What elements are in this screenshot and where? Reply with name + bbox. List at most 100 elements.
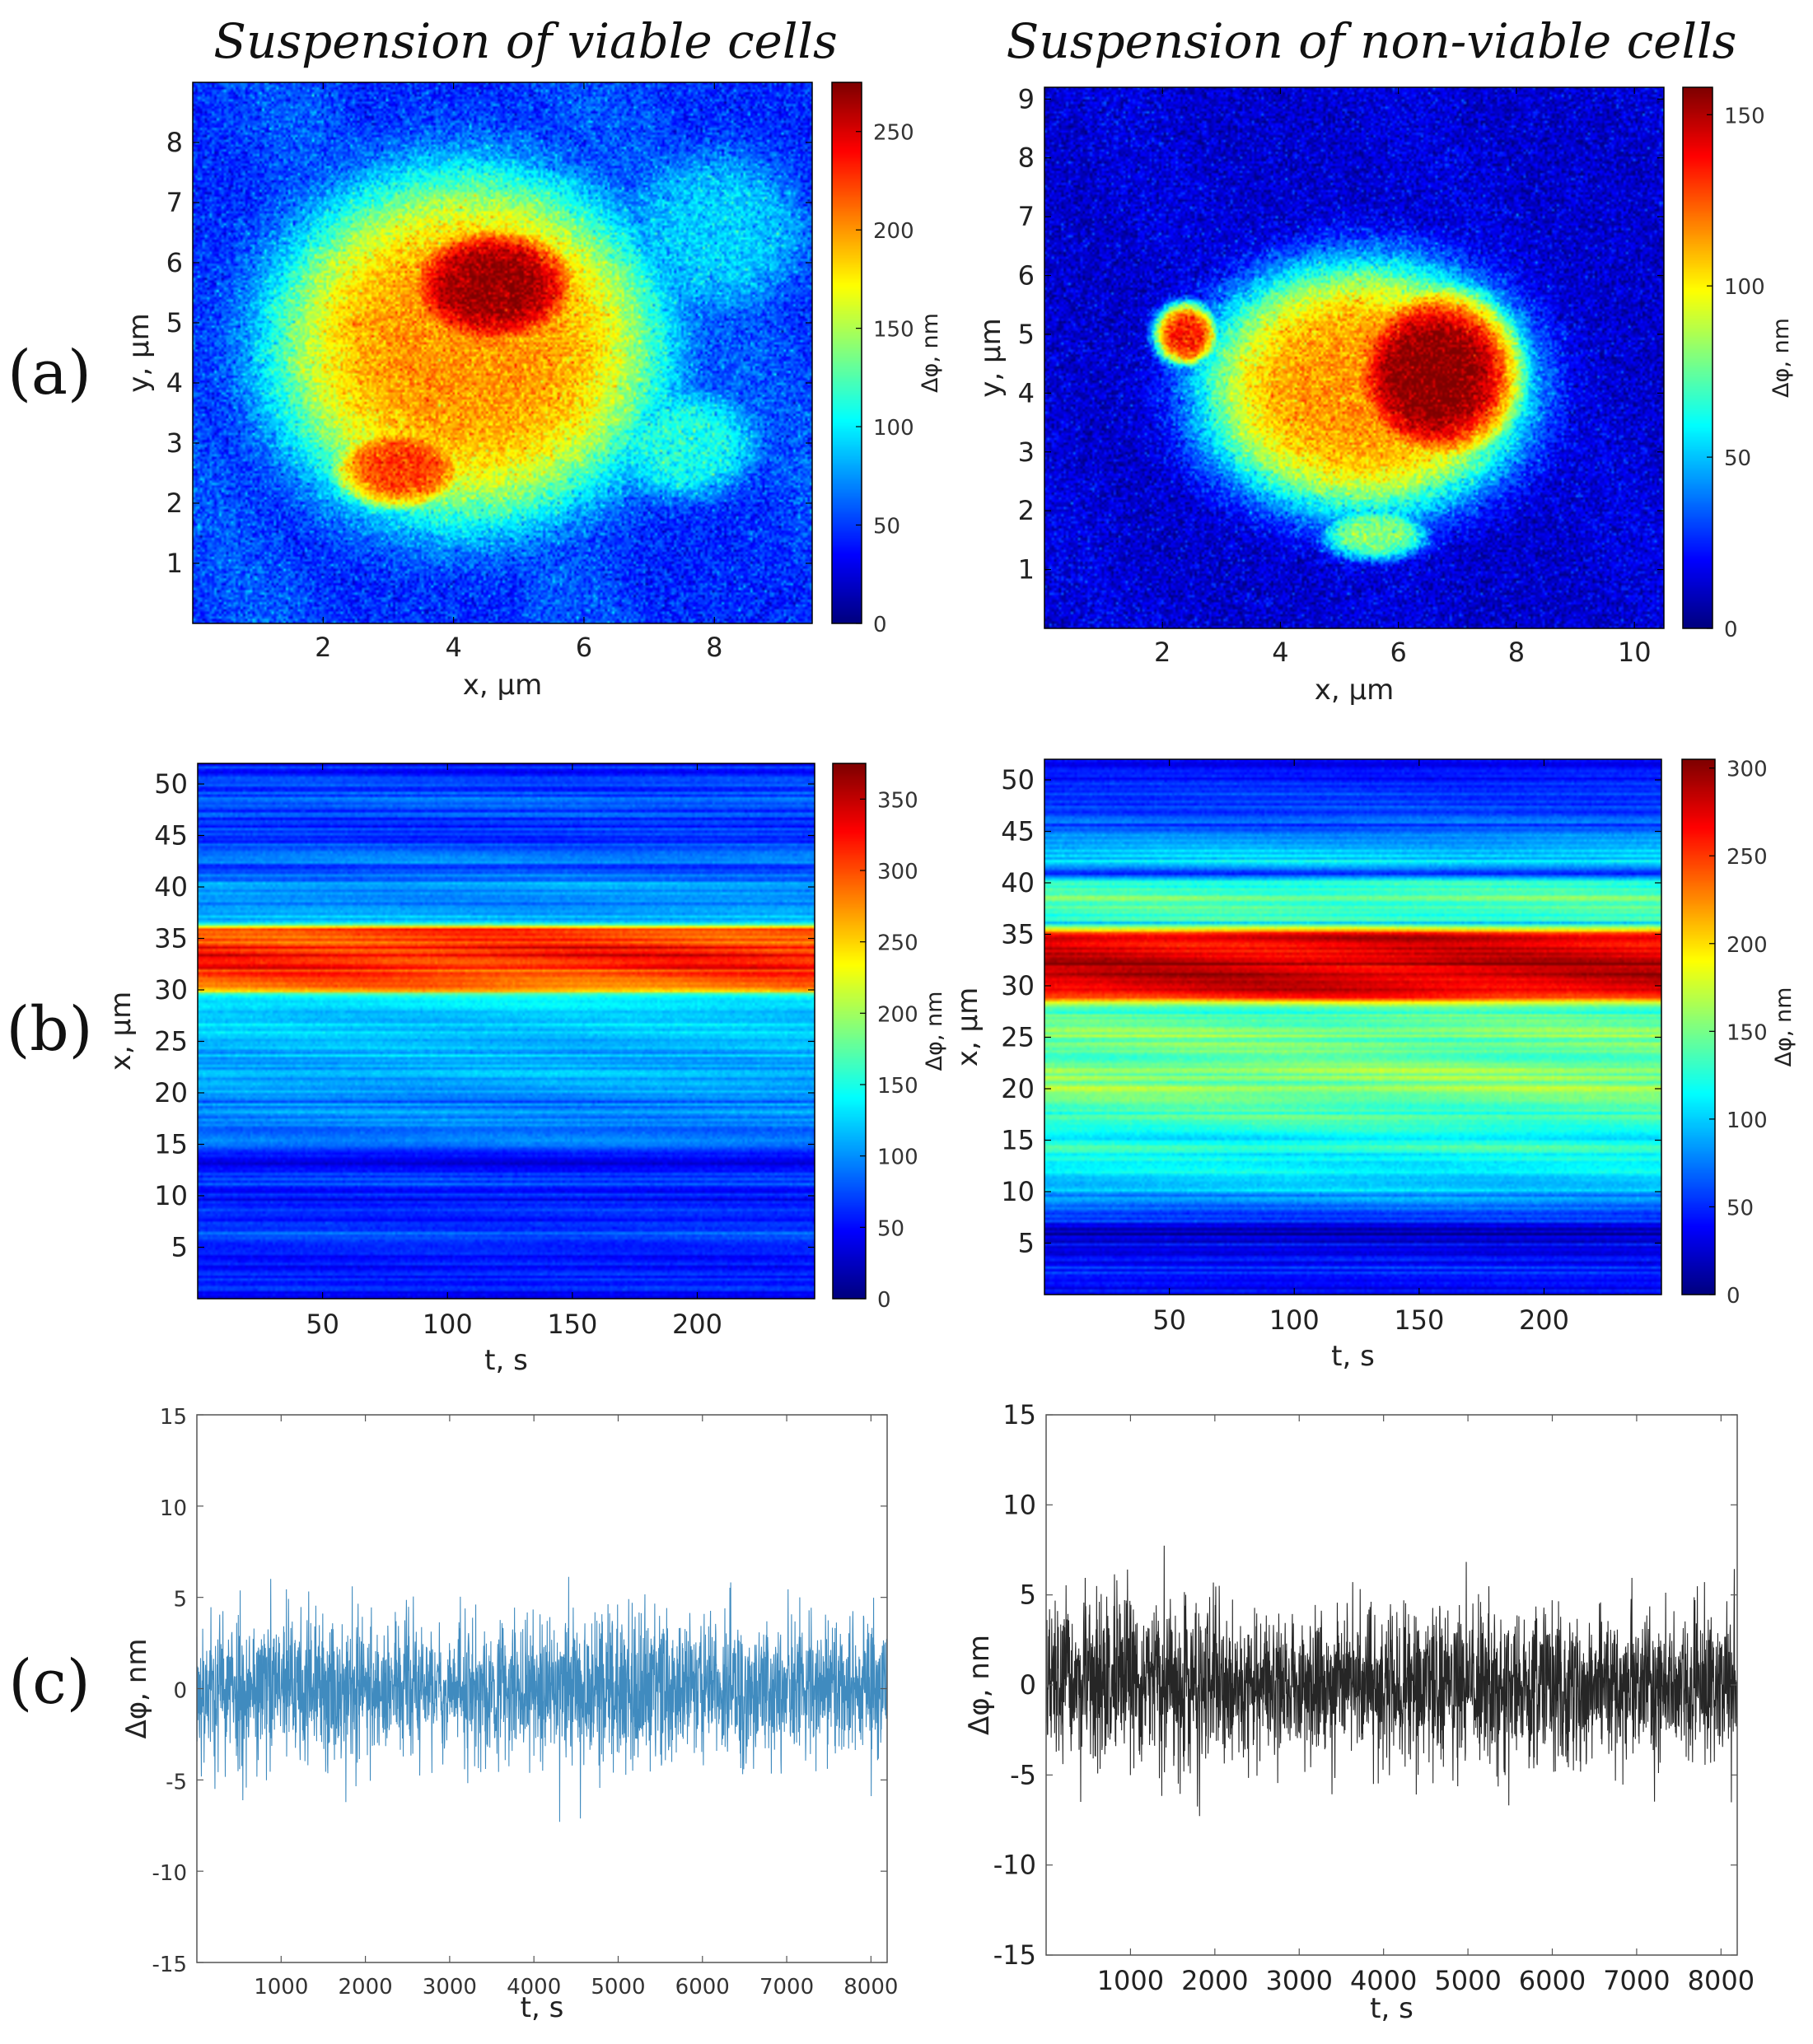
b-nonviable-y-tick-label: 35 <box>1001 919 1035 950</box>
a-viable-y-tick-label: 2 <box>166 488 183 519</box>
a-nonviable-y-tick-label: 4 <box>1018 377 1035 408</box>
c-nonviable-x-tick-label: 8000 <box>1688 1965 1755 1996</box>
a-viable-panel: 2 4 6 8 1 2 3 4 5 6 7 8 x, μm y, μm 0 50 100 150 200 250 Δφ,… <box>123 82 943 702</box>
a-viable-x-tick-label: 2 <box>315 632 331 663</box>
b-viable-colorbar-tick-label: 150 <box>877 1074 918 1099</box>
c-nonviable-x-axis-label: t, s <box>1370 1992 1413 2025</box>
a-viable-colorbar-tick-label: 0 <box>873 613 887 637</box>
c-viable-x-tick-label: 8000 <box>843 1975 898 2000</box>
a-viable-colorbar-tick-label: 150 <box>873 318 914 343</box>
b-viable-colorbar-frame <box>832 763 867 1300</box>
b-nonviable-y-tick-label: 25 <box>1001 1022 1035 1053</box>
c-viable-y-tick-label: 5 <box>173 1588 187 1612</box>
b-nonviable-y-tick-label: 30 <box>1001 970 1035 1001</box>
b-viable-y-tick-label: 15 <box>154 1129 188 1160</box>
b-nonviable-colorbar-frame <box>1681 758 1716 1295</box>
b-nonviable-panel: 50 100 150 200 5 10 15 20 25 30 35 40 45 50 t, s x, μm 0… <box>951 758 1797 1373</box>
b-nonviable-y-tick-label: 40 <box>1001 867 1035 898</box>
a-viable-y-tick-label: 3 <box>166 427 183 459</box>
a-nonviable-y-tick-label: 1 <box>1018 554 1035 586</box>
c-viable-panel: 1000 2000 3000 4000 5000 6000 7000 8000 -15 -10 -5… <box>120 1405 898 2024</box>
b-nonviable-y-tick-label: 20 <box>1001 1073 1035 1104</box>
a-viable-x-axis-label: x, μm <box>463 669 543 702</box>
a-nonviable-plot-frame <box>1044 86 1665 629</box>
a-viable-x-tick-label: 8 <box>706 632 722 663</box>
b-nonviable-x-tick-label: 150 <box>1394 1304 1444 1336</box>
a-nonviable-y-tick-label: 8 <box>1018 142 1035 174</box>
c-viable-y-tick-label: 0 <box>173 1679 187 1704</box>
a-nonviable-colorbar-tick-label: 150 <box>1724 104 1765 128</box>
b-viable-colorbar-tick-label: 50 <box>877 1216 904 1241</box>
a-nonviable-colorbar-tick-label: 0 <box>1724 618 1738 642</box>
b-nonviable-colorbar-tick-label: 300 <box>1727 758 1768 782</box>
b-viable-y-tick-label: 20 <box>154 1077 188 1108</box>
b-viable-y-tick-label: 50 <box>154 768 188 800</box>
a-viable-colorbar-tick-label: 250 <box>873 121 914 146</box>
b-viable-y-tick-label: 35 <box>154 923 188 954</box>
c-nonviable-x-tick-label: 7000 <box>1603 1965 1670 1996</box>
b-nonviable-y-tick-label: 50 <box>1001 764 1035 796</box>
a-nonviable-colorbar-frame <box>1682 86 1713 629</box>
b-nonviable-colorbar-tick-label: 250 <box>1727 845 1768 870</box>
a-viable-plot-frame <box>192 82 813 624</box>
b-viable-y-tick-label: 10 <box>154 1180 188 1211</box>
b-nonviable-x-tick-label: 50 <box>1152 1304 1186 1336</box>
b-viable-colorbar-tick-label: 100 <box>877 1146 918 1170</box>
c-nonviable-x-tick-label: 5000 <box>1434 1965 1501 1996</box>
c-nonviable-series-line <box>1045 1545 1738 1817</box>
c-viable-y-tick-label: 15 <box>160 1405 187 1430</box>
column-title-nonviable: Suspension of non-viable cells <box>1007 13 1737 69</box>
a-nonviable-x-tick-label: 2 <box>1154 637 1171 668</box>
c-nonviable-x-tick-label: 6000 <box>1519 1965 1586 1996</box>
c-nonviable-y-tick-label: 10 <box>1002 1489 1036 1520</box>
c-viable-y-tick-label: 10 <box>160 1496 187 1521</box>
b-nonviable-y-tick-label: 5 <box>1018 1228 1035 1259</box>
b-viable-x-tick-label: 150 <box>547 1309 597 1340</box>
c-nonviable-y-axis-label: Δφ, nm <box>963 1635 996 1735</box>
a-viable-y-tick-label: 5 <box>166 307 183 338</box>
a-nonviable-heatmap <box>1044 87 1664 628</box>
b-viable-colorbar-label: Δφ, nm <box>922 992 947 1071</box>
b-viable-x-tick-label: 100 <box>423 1309 473 1340</box>
c-viable-y-tick-label: -10 <box>152 1861 187 1886</box>
c-nonviable-y-tick-label: -10 <box>993 1850 1036 1881</box>
a-viable-colorbar-label: Δφ, nm <box>918 313 943 393</box>
b-nonviable-colorbar-tick-label: 200 <box>1727 933 1768 958</box>
c-viable-x-tick-label: 2000 <box>339 1975 393 2000</box>
b-viable-x-axis-label: t, s <box>484 1344 528 1377</box>
a-viable-y-tick-label: 6 <box>166 247 183 278</box>
b-nonviable-x-axis-label: t, s <box>1331 1340 1375 1373</box>
b-nonviable-colorbar-tick-label: 50 <box>1727 1196 1754 1220</box>
c-viable-y-axis-label: Δφ, nm <box>120 1639 153 1739</box>
c-nonviable-x-tick-label: 4000 <box>1350 1965 1417 1996</box>
c-viable-series-line <box>196 1576 888 1822</box>
c-viable-x-axis-label: t, s <box>521 1991 564 2024</box>
b-viable-panel: 50 100 150 200 5 10 15 20 25 30 35 40 45 50 t, s x, μm 0… <box>105 763 947 1377</box>
a-nonviable-y-tick-label: 2 <box>1018 495 1035 526</box>
b-nonviable-colorbar-label: Δφ, nm <box>1771 987 1797 1067</box>
a-viable-colorbar-frame <box>831 82 862 624</box>
a-nonviable-y-axis-label: y, μm <box>974 318 1007 398</box>
b-nonviable-heatmap <box>1044 759 1661 1295</box>
c-nonviable-x-tick-label: 3000 <box>1266 1965 1333 1996</box>
a-nonviable-colorbar-tick-label: 50 <box>1724 446 1751 471</box>
a-nonviable-x-tick-label: 4 <box>1272 637 1288 668</box>
a-viable-colorbar-tick-label: 200 <box>873 219 914 244</box>
row-label-c: (c) <box>8 1647 90 1718</box>
a-viable-heatmap <box>193 82 812 623</box>
column-title-viable: Suspension of viable cells <box>213 13 838 69</box>
c-viable-y-tick-label: -5 <box>166 1770 187 1794</box>
c-viable-x-tick-label: 1000 <box>254 1975 308 2000</box>
a-nonviable-y-tick-label: 3 <box>1018 436 1035 468</box>
a-viable-x-tick-label: 4 <box>445 632 461 663</box>
c-viable-x-tick-label: 5000 <box>591 1975 645 2000</box>
b-viable-y-tick-label: 30 <box>154 974 188 1006</box>
a-viable-colorbar <box>832 82 862 623</box>
c-nonviable-x-tick-label: 2000 <box>1181 1965 1248 1996</box>
c-nonviable-y-tick-label: 15 <box>1002 1399 1036 1430</box>
a-viable-y-tick-label: 4 <box>166 367 183 399</box>
a-nonviable-x-axis-label: x, μm <box>1315 674 1395 707</box>
row-label-b: (b) <box>6 994 92 1065</box>
